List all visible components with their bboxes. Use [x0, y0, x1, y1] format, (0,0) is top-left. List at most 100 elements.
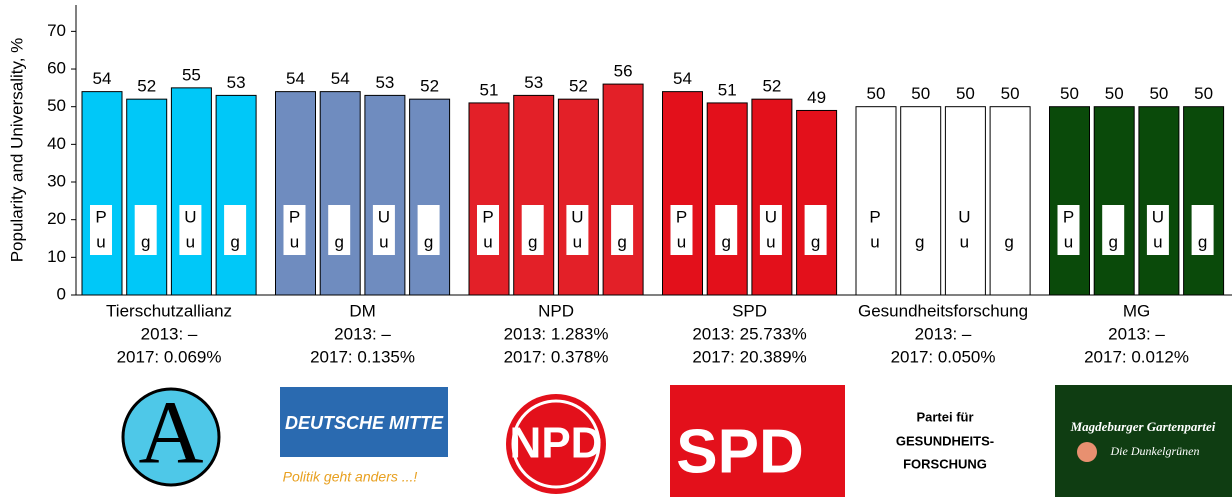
- x-tick-label: DM: [349, 301, 375, 320]
- bar-label-box: [417, 205, 440, 255]
- bar-label: g: [1108, 232, 1117, 251]
- x-tick-label: SPD: [732, 301, 767, 320]
- logo-text: NPD: [510, 419, 603, 468]
- bar-label: U: [378, 207, 390, 226]
- y-tick-label: 30: [47, 171, 66, 190]
- value-label: 50: [867, 84, 886, 103]
- x-tick-label: Gesundheitsforschung: [858, 301, 1028, 320]
- bar-label: g: [230, 232, 239, 251]
- bar-label: g: [721, 232, 730, 251]
- bar-label: P: [482, 207, 493, 226]
- value-label: 55: [182, 65, 201, 84]
- bar-label: g: [1198, 232, 1207, 251]
- bar: [944, 106, 986, 296]
- x-tick-sublabel: 2013: –: [1108, 324, 1165, 343]
- bar: [1138, 106, 1180, 296]
- bar-label-box: [328, 205, 351, 255]
- x-tick-sublabel: 2017: 20.389%: [692, 347, 806, 366]
- y-tick-label: 10: [47, 247, 66, 266]
- bar: [751, 98, 793, 296]
- logo-text: Magdeburger Gartenpartei: [1070, 419, 1216, 434]
- y-tick-label: 40: [47, 134, 66, 153]
- y-tick-label: 60: [47, 59, 66, 78]
- bar: [126, 98, 168, 296]
- x-tick-sublabel: 2013: –: [334, 324, 391, 343]
- bar-label: g: [915, 232, 924, 251]
- x-tick-sublabel: 2013: 25.733%: [692, 324, 806, 343]
- x-tick-label: MG: [1123, 301, 1150, 320]
- logo-text: Partei für: [916, 409, 973, 424]
- bar-label-box: [521, 205, 544, 255]
- logo-text: A: [139, 384, 204, 483]
- bar: [989, 106, 1031, 296]
- logo-dm: DEUTSCHE MITTE Politik geht anders ...!: [280, 387, 448, 485]
- bar-label-box: [998, 205, 1021, 255]
- bar-label: P: [95, 207, 106, 226]
- bar-label-box: [283, 205, 306, 255]
- bar-label: P: [289, 207, 300, 226]
- bar: [170, 87, 212, 296]
- bar-label-box: [670, 205, 693, 255]
- bar: [662, 91, 703, 296]
- bar-label: P: [676, 207, 687, 226]
- bar: [364, 94, 406, 296]
- value-label: 56: [614, 62, 633, 81]
- bar-label: U: [765, 207, 777, 226]
- bar-label-box: [372, 205, 395, 255]
- x-tick-sublabel: 2017: 0.378%: [504, 347, 609, 366]
- value-label: 50: [1001, 84, 1020, 103]
- value-label: 51: [718, 80, 737, 99]
- logo-text: GESUNDHEITS-: [896, 433, 994, 448]
- bar-label: u: [766, 232, 775, 251]
- logo-spd: SPD: [670, 385, 845, 497]
- bar-label: g: [334, 232, 343, 251]
- x-tick-label: Tierschutzallianz: [106, 301, 232, 320]
- bar-label-box: [90, 205, 112, 255]
- bar-label-box: [864, 205, 886, 255]
- y-tick-label: 20: [47, 209, 66, 228]
- x-tick-sublabel: 2017: 0.135%: [310, 347, 415, 366]
- logo-mg: Magdeburger Gartenpartei Die Dunkelgrüne…: [1055, 385, 1232, 497]
- value-label: 50: [1194, 84, 1213, 103]
- bar-label-box: [134, 205, 157, 255]
- value-label: 53: [524, 73, 543, 92]
- logo-tierschutz: A: [121, 384, 221, 487]
- bar: [319, 91, 361, 296]
- bar: [602, 83, 644, 296]
- bar: [468, 102, 510, 296]
- bar-label-box: [224, 205, 247, 255]
- bar-label: g: [1004, 232, 1013, 251]
- value-label: 52: [420, 77, 439, 96]
- bar-label: u: [379, 232, 388, 251]
- bar-label-box: [477, 205, 499, 255]
- bar: [409, 98, 451, 296]
- bar: [900, 106, 942, 296]
- logo-text: Die Dunkelgrünen: [1110, 444, 1200, 458]
- y-tick-label: 50: [47, 96, 66, 115]
- bar-label-box: [953, 205, 976, 255]
- bar-label: P: [869, 207, 880, 226]
- value-label: 50: [911, 84, 930, 103]
- bar-label: u: [483, 232, 492, 251]
- bar-label: u: [677, 232, 686, 251]
- bar-label-box: [1057, 205, 1080, 255]
- bar-label-box: [804, 205, 827, 255]
- x-tick-label: NPD: [538, 301, 574, 320]
- value-label: 53: [227, 73, 246, 92]
- bar-label: u: [870, 232, 879, 251]
- bar-label: u: [1153, 232, 1162, 251]
- bar-label: u: [186, 232, 195, 251]
- bar-label: g: [141, 232, 150, 251]
- bar: [1183, 106, 1225, 296]
- y-tick-label: 70: [47, 21, 66, 40]
- value-label: 52: [137, 77, 156, 96]
- bar-label-box: [759, 205, 782, 255]
- value-label: 51: [480, 80, 499, 99]
- value-label: 54: [286, 69, 305, 88]
- bar: [855, 106, 897, 296]
- bar-label-box: [1146, 205, 1169, 255]
- bar-label-box: [908, 205, 931, 255]
- value-label: 50: [1060, 84, 1079, 103]
- value-label: 49: [807, 88, 826, 107]
